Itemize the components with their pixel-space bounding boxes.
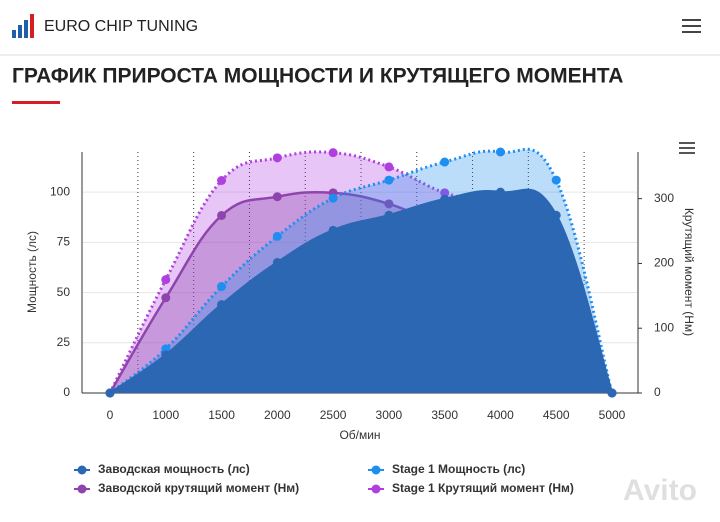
- logo-bar: [30, 14, 34, 38]
- point: [328, 225, 338, 235]
- x-tick-label: 3000: [376, 408, 403, 422]
- point: [607, 388, 617, 398]
- y2-tick-label: 100: [654, 320, 674, 334]
- logo-text: EURO CHIP TUNING: [44, 18, 198, 35]
- y-tick-label: 0: [63, 385, 70, 399]
- point: [440, 188, 450, 198]
- logo-bar: [18, 25, 22, 38]
- x-tick-label: 0: [107, 408, 114, 422]
- heading-underline: [12, 101, 60, 104]
- x-tick-label: 1000: [152, 408, 179, 422]
- point: [272, 153, 282, 163]
- menu-button[interactable]: [682, 19, 701, 33]
- y-axis-title: Мощность (лс): [25, 231, 39, 313]
- point: [384, 175, 394, 185]
- legend-label[interactable]: Заводской крутящий момент (Нм): [98, 481, 299, 495]
- point: [272, 231, 282, 241]
- legend-label[interactable]: Stage 1 Крутящий момент (Нм): [392, 481, 574, 495]
- point: [384, 199, 394, 209]
- y-tick-label: 25: [57, 335, 71, 349]
- point: [217, 282, 227, 292]
- point: [328, 193, 338, 203]
- area: [110, 189, 612, 393]
- point: [495, 147, 505, 157]
- chart-menu-line: [679, 142, 695, 144]
- point: [217, 176, 227, 186]
- point: [551, 175, 561, 185]
- legend-label[interactable]: Stage 1 Мощность (лс): [392, 462, 525, 476]
- point: [384, 210, 394, 220]
- x-tick-label: 3500: [431, 408, 458, 422]
- legend-marker: [77, 465, 87, 475]
- point: [105, 388, 115, 398]
- point: [161, 275, 171, 285]
- point: [272, 192, 282, 202]
- y2-axis-title: Крутящий момент (Нм): [682, 208, 696, 336]
- legend-marker: [77, 484, 87, 494]
- y-tick-label: 75: [57, 235, 71, 249]
- y-tick-label: 100: [50, 184, 70, 198]
- page-heading: ГРАФИК ПРИРОСТА МОЩНОСТИ И КРУТЯЩЕГО МОМ…: [12, 65, 623, 88]
- point: [328, 148, 338, 158]
- logo-bar: [24, 20, 28, 38]
- point: [217, 300, 227, 310]
- point: [217, 210, 227, 220]
- line: [109, 147, 614, 395]
- x-tick-label: 5000: [599, 408, 626, 422]
- y2-tick-label: 0: [654, 385, 661, 399]
- y2-tick-label: 200: [654, 256, 674, 270]
- menu-line: [682, 31, 701, 33]
- x-tick-label: 4500: [543, 408, 570, 422]
- chart-menu-line: [679, 147, 695, 149]
- x-tick-label: 2000: [264, 408, 291, 422]
- x-axis-title: Об/мин: [339, 428, 380, 442]
- menu-line: [682, 19, 701, 21]
- point: [440, 157, 450, 167]
- y-tick-label: 50: [57, 285, 71, 299]
- point: [495, 187, 505, 197]
- point: [551, 210, 561, 220]
- x-tick-label: 4000: [487, 408, 514, 422]
- logo[interactable]: EURO CHIP TUNING: [12, 14, 198, 38]
- point: [272, 257, 282, 267]
- point: [161, 293, 171, 303]
- line: [108, 150, 614, 394]
- chart-menu-line: [679, 152, 695, 154]
- legend-marker: [371, 484, 381, 494]
- watermark: Avito: [623, 474, 697, 507]
- x-tick-label: 2500: [320, 408, 347, 422]
- menu-line: [682, 25, 701, 27]
- logo-bar: [12, 30, 16, 38]
- point: [161, 350, 171, 360]
- point: [384, 162, 394, 172]
- chart-menu[interactable]: [679, 142, 695, 154]
- y2-tick-label: 300: [654, 191, 674, 205]
- legend-marker: [371, 465, 381, 475]
- point: [440, 194, 450, 204]
- x-tick-label: 1500: [208, 408, 235, 422]
- legend-label[interactable]: Заводская мощность (лс): [98, 462, 250, 476]
